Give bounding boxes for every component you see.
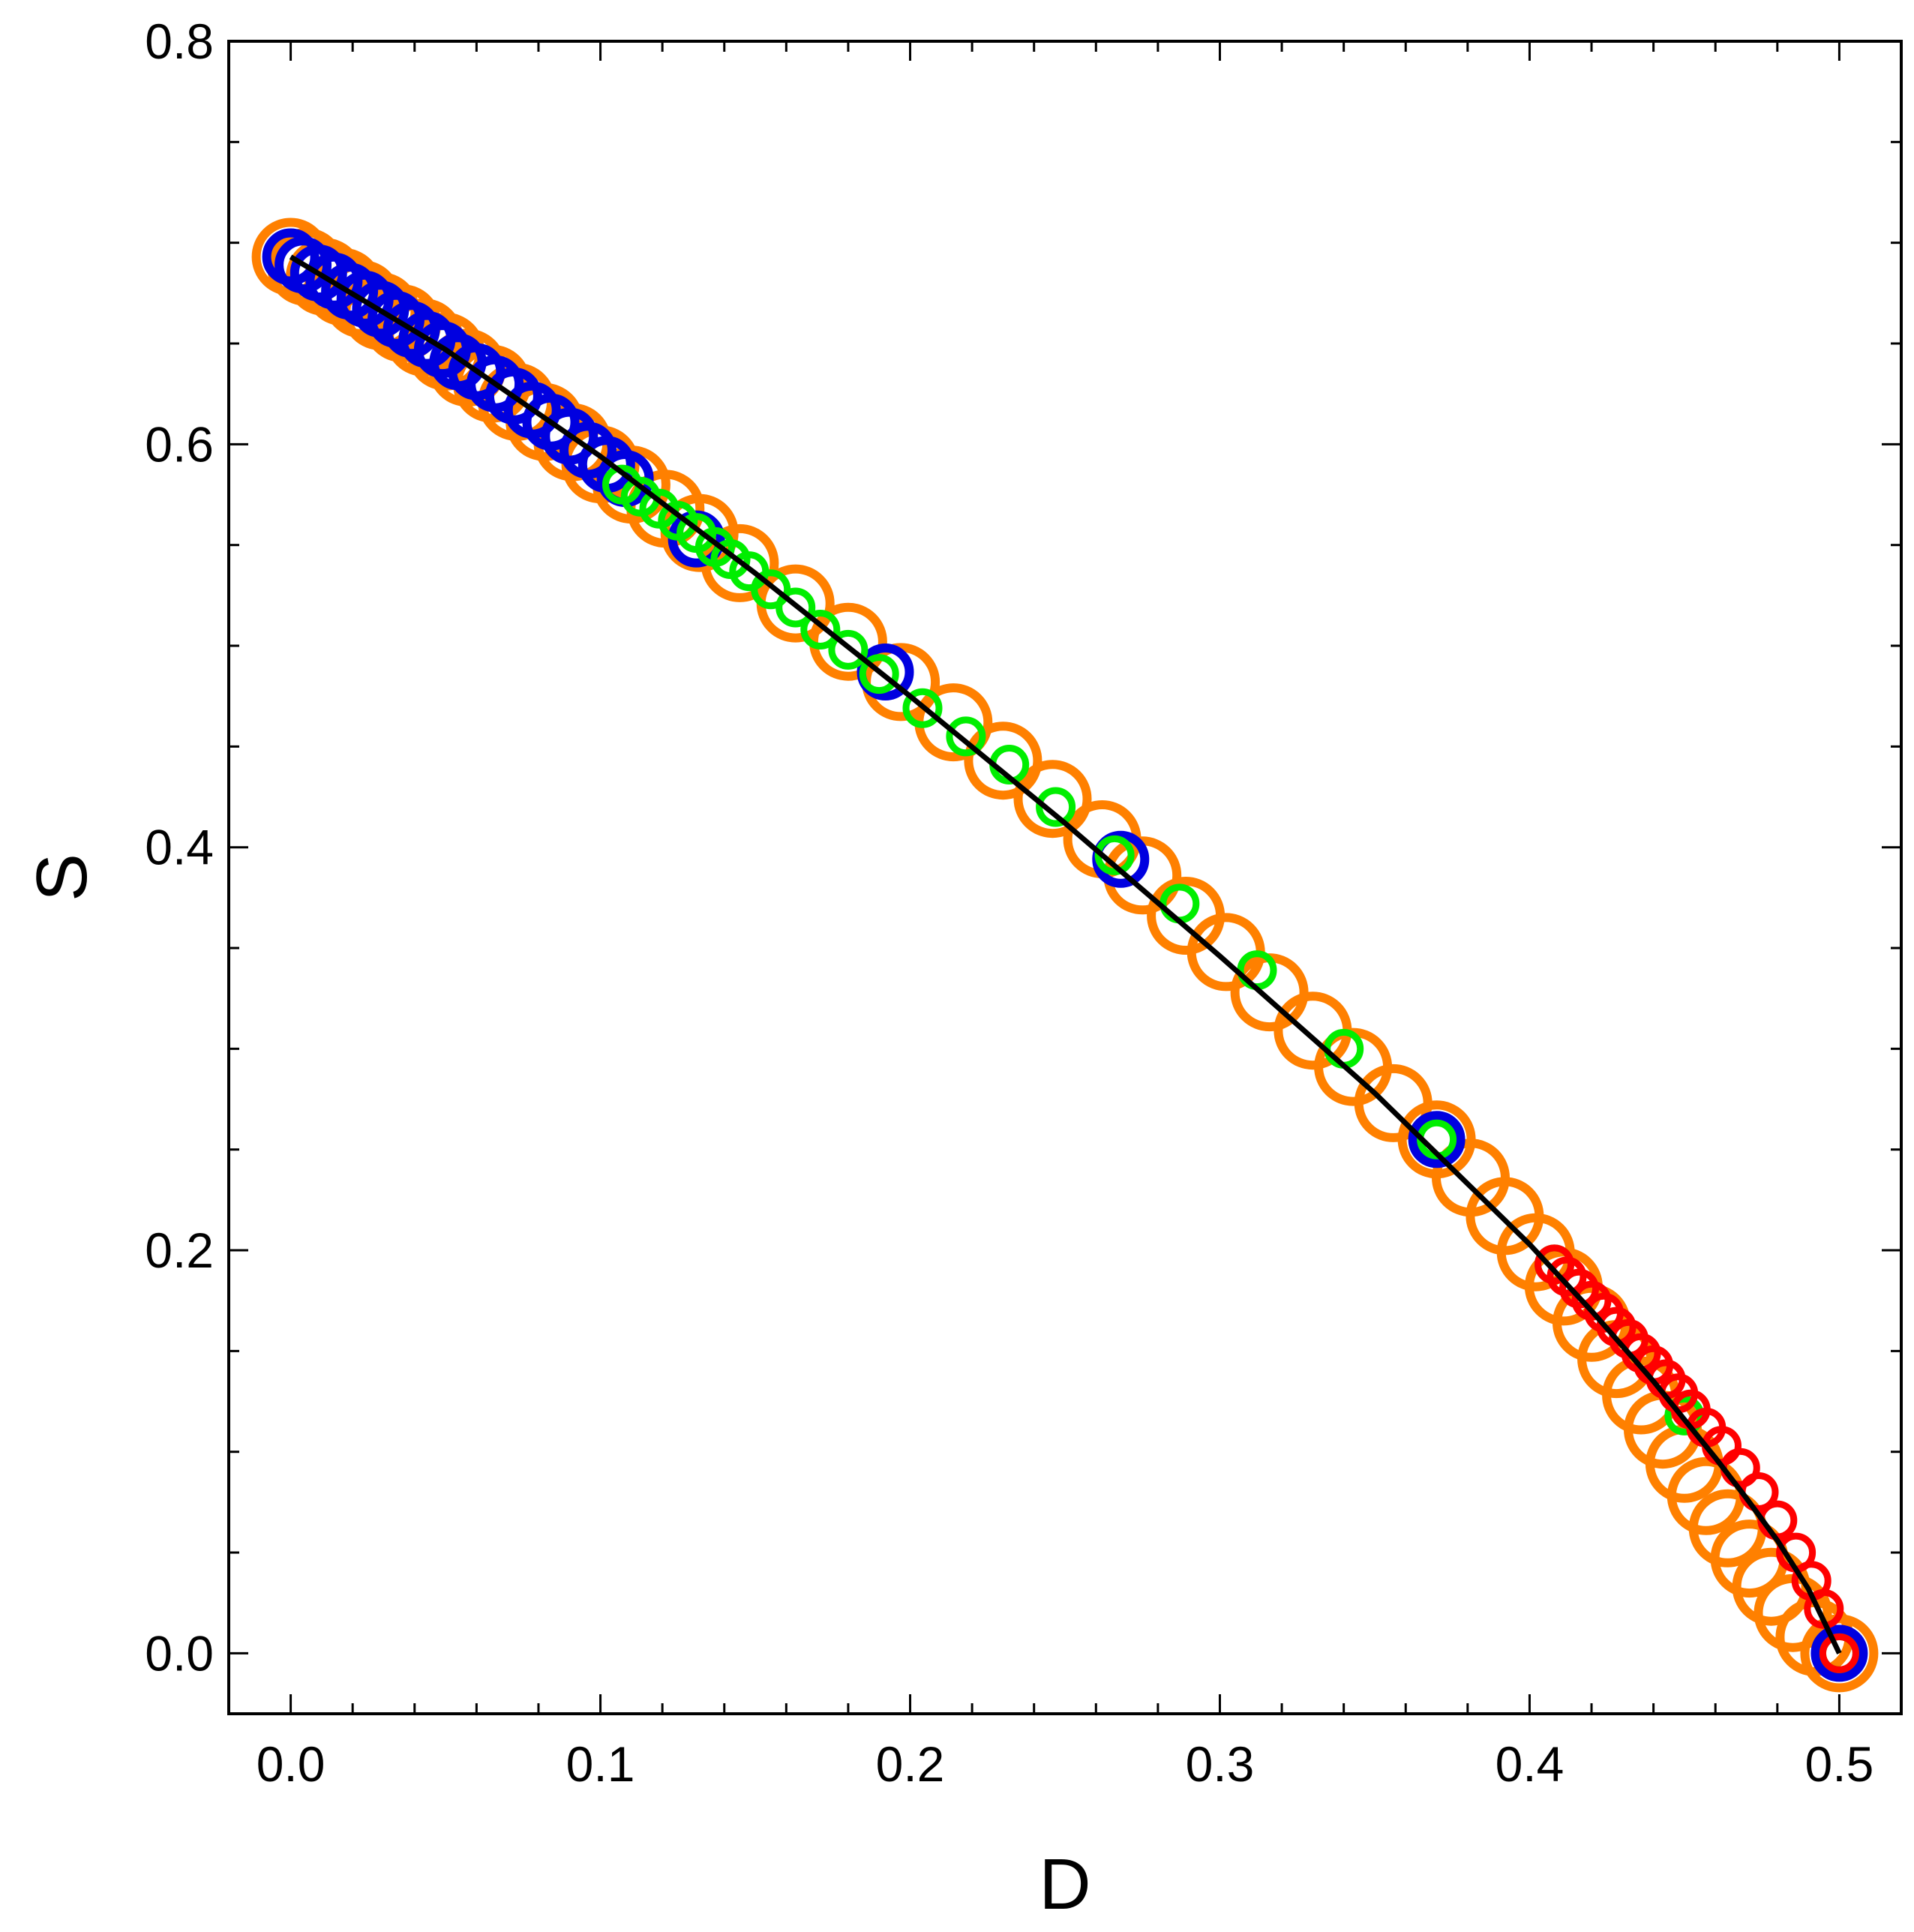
data-point [1013,760,1092,838]
ticks-layer [227,40,1903,1714]
x-axis-title: D [1039,1844,1090,1924]
y-tick-label: 0.6 [145,416,214,472]
x-tick-label: 0.0 [256,1736,326,1792]
x-tick-label: 0.5 [1805,1736,1874,1792]
data-point [946,716,986,757]
data-point [1094,835,1135,875]
data-point [800,610,841,650]
y-tick-label: 0.2 [145,1222,214,1278]
y-tick-label: 0.8 [145,14,214,69]
data-point [776,587,816,628]
x-tick-label: 0.3 [1186,1736,1255,1792]
data-point [1546,1256,1587,1297]
y-axis-title: S [22,854,102,902]
y-tick-label: 0.4 [145,820,214,875]
data-point [1810,1624,1868,1682]
series-4 [289,254,1842,1654]
tick-labels: 0.0 0.1 0.2 0.3 0.4 0.5 0.0 0.2 0.4 0.6 0.8 [145,14,1874,1792]
plot-frame [227,40,1903,1715]
series-layer [251,218,1879,1693]
y-tick-label: 0.0 [145,1625,214,1681]
x-tick-label: 0.2 [876,1736,945,1792]
data-point [964,722,1042,800]
data-point [751,569,791,610]
data-point [1664,1395,1705,1436]
series-line [289,254,1842,1654]
x-tick-label: 0.4 [1496,1736,1564,1792]
data-point [1408,1111,1466,1168]
data-point [1534,1244,1574,1285]
data-point [902,688,943,728]
data-point [1036,787,1076,827]
data-point [1559,1268,1599,1309]
data-point [1596,1306,1636,1347]
series-1 [262,228,1868,1682]
data-point [1819,1633,1859,1673]
data-point [859,654,899,694]
data-point [828,629,868,670]
x-tick-label: 0.1 [566,1736,635,1792]
